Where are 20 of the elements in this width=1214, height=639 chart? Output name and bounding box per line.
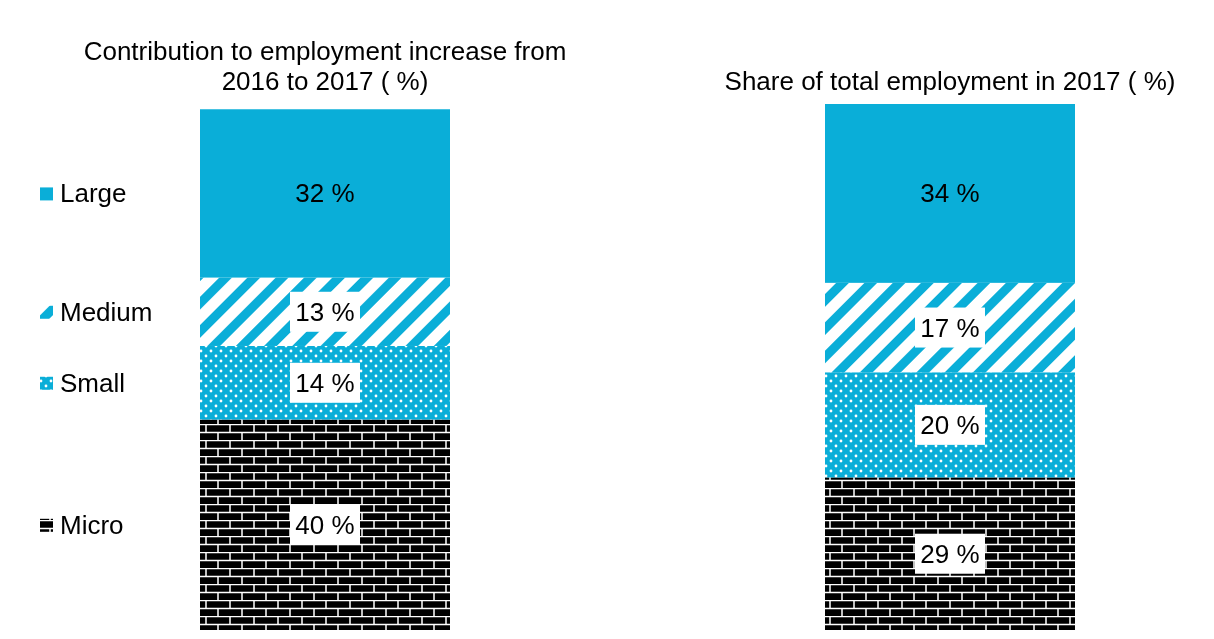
bar: [200, 109, 450, 278]
legend-label: Medium: [60, 296, 153, 327]
legend-label: Large: [60, 178, 127, 209]
data-label: 14 %: [295, 367, 355, 398]
data-label: 32 %: [295, 178, 355, 209]
legend-label: Micro: [60, 509, 124, 540]
data-label: 29 %: [920, 538, 980, 569]
legend-label: Small: [60, 367, 126, 398]
bar: [825, 372, 1075, 478]
bar: [825, 282, 1075, 373]
data-label: 20 %: [920, 409, 980, 440]
data-label: 13 %: [295, 296, 355, 327]
data-label: 17 %: [920, 312, 980, 343]
data-label: 34 %: [920, 178, 980, 209]
x-tick-label: Contribution to employment increase from 2016 to 2017 ( %): [83, 36, 567, 96]
bar: [825, 477, 1075, 630]
x-tick-label: Share of total employment in 2017 ( %): [724, 66, 1176, 96]
bar: [200, 419, 450, 630]
bar: [825, 104, 1075, 283]
data-label: 40 %: [295, 509, 355, 540]
